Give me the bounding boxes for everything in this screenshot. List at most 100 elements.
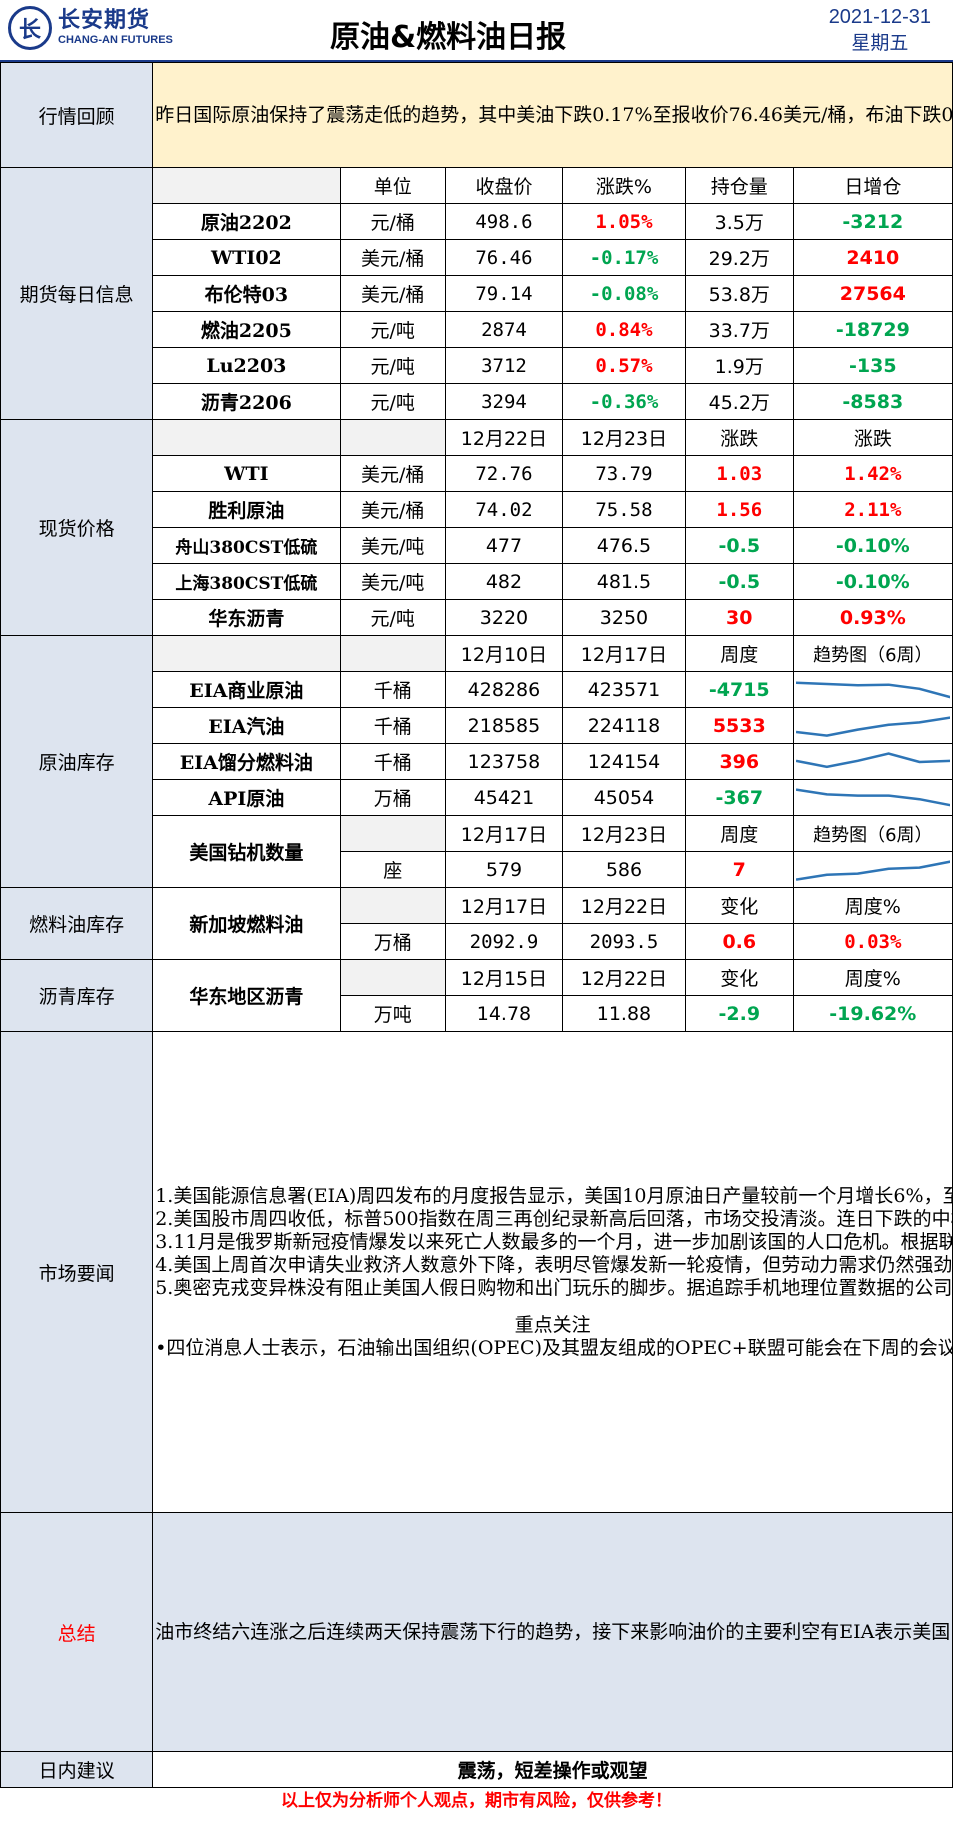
futures-row: Lu2203 元/吨 3712 0.57% 1.9万 -135 [1, 347, 953, 384]
report-table: 行情回顾 昨日国际原油保持了震荡走低的趋势，其中美油下跌0.17%至报收价76.… [0, 62, 953, 1788]
inventory-header-trend: 趋势图（6周） [792, 635, 953, 672]
spot-header-blank [152, 419, 341, 456]
asphalt-row: 万吨 14.78 11.88 -2.9 -19.62% [1, 995, 953, 1032]
futures-header-row: 期货每日信息 单位 收盘价 涨跌% 持仓量 日增仓 [0, 167, 953, 420]
trend-line [795, 859, 950, 881]
inventory-row: EIA馏分燃料油 千桶 123758 124154 396 [1, 743, 953, 780]
market-review-text: 昨日国际原油保持了震荡走低的趋势，其中美油下跌0.17%至报收价76.46美元/… [152, 62, 953, 168]
futures-unit: 元/吨 [339, 311, 446, 348]
news-item: 4.美国上周首次申请失业救济人数意外下降，表明尽管爆发新一轮疫情，但劳动力需求仍… [155, 1253, 953, 1276]
spot-header-blank [339, 419, 446, 456]
asphalt-name: 华东地区沥青 [152, 959, 341, 1032]
rig-count-name: 美国钻机数量 [152, 815, 341, 888]
futures-unit: 元/吨 [339, 347, 446, 384]
futures-delta: -18729 [792, 311, 953, 348]
trend-sparkline [795, 787, 950, 806]
rig-header-date2: 12月23日 [561, 815, 686, 852]
spot-unit: 美元/吨 [339, 563, 446, 600]
futures-delta: 27564 [792, 275, 953, 312]
inventory-trend-cell [792, 671, 953, 708]
futures-row: 燃油2205 元/吨 2874 0.84% 33.7万 -18729 [1, 311, 953, 348]
report-date: 2021-12-31 [828, 6, 931, 28]
futures-name: 沥青2206 [152, 383, 341, 420]
spot-price-2: 476.5 [561, 527, 686, 564]
futures-section-label: 期货每日信息 [0, 167, 154, 420]
spot-unit: 元/吨 [339, 599, 446, 636]
inventory-header-blank [152, 635, 341, 672]
inventory-value-1: 123758 [444, 743, 563, 780]
rig-change: 7 [684, 851, 794, 888]
fuel-section-label: 燃料油库存 [0, 887, 154, 960]
futures-name: WTI02 [152, 239, 341, 276]
spot-unit: 美元/桶 [339, 455, 446, 492]
inventory-change: 5533 [684, 707, 794, 744]
asphalt-header-row: 沥青库存 华东地区沥青 12月15日 12月22日 变化 周度% [0, 959, 953, 1032]
futures-row: 原油2202 元/桶 498.6 1.05% 3.5万 -3212 [1, 203, 953, 240]
inventory-header-change: 周度 [684, 635, 794, 672]
report-header: 长 长安期货 CHANG-AN FUTURES 原油&燃料油日报 2021-12… [0, 0, 953, 62]
fuel-header-date1: 12月17日 [444, 887, 563, 924]
futures-change: -0.17% [561, 239, 686, 276]
inventory-trend-cell [792, 707, 953, 744]
futures-oi: 1.9万 [684, 347, 794, 384]
inventory-unit: 万桶 [339, 779, 446, 816]
logo-emblem-icon: 长 [8, 6, 52, 50]
inventory-header-date1: 12月10日 [444, 635, 563, 672]
futures-unit: 美元/桶 [339, 239, 446, 276]
trend-line [795, 751, 950, 768]
spot-change: 30 [684, 599, 794, 636]
inventory-value-1: 45421 [444, 779, 563, 816]
spot-pct: -0.10% [792, 563, 953, 600]
inventory-header-row: 原油库存 12月10日 12月17日 周度 趋势图（6周） [0, 635, 953, 888]
rig-trend-cell [792, 851, 953, 888]
fuel-header-row: 燃料油库存 新加坡燃料油 12月17日 12月22日 变化 周度% [0, 887, 953, 960]
spot-price-2: 75.58 [561, 491, 686, 528]
trend-sparkline [795, 715, 950, 737]
futures-change: -0.08% [561, 275, 686, 312]
asphalt-unit: 万吨 [339, 995, 446, 1032]
spot-unit: 美元/桶 [339, 491, 446, 528]
inventory-name: EIA商业原油 [152, 671, 341, 708]
fuel-header-pct: 周度% [792, 887, 953, 924]
futures-close: 2874 [444, 311, 563, 348]
spot-name: WTI [152, 455, 341, 492]
trend-sparkline [795, 681, 950, 698]
futures-header-unit: 单位 [339, 167, 446, 204]
spot-pct: 2.11% [792, 491, 953, 528]
inventory-unit: 千桶 [339, 671, 446, 708]
inventory-value-1: 218585 [444, 707, 563, 744]
inventory-value-2: 423571 [561, 671, 686, 708]
inventory-name: EIA汽油 [152, 707, 341, 744]
futures-header-blank [152, 167, 341, 204]
news-item: 5.奥密克戎变异株没有阻止美国人假日购物和出门玩乐的脚步。据追踪手机地理位置数据… [155, 1276, 953, 1299]
futures-close: 79.14 [444, 275, 563, 312]
news-item: 3.11月是俄罗斯新冠疫情爆发以来死亡人数最多的一个月，进一步加剧该国的人口危机… [155, 1230, 951, 1253]
futures-close: 498.6 [444, 203, 563, 240]
spot-price-1: 482 [444, 563, 563, 600]
fuel-header-date2: 12月22日 [561, 887, 686, 924]
inventory-row: EIA汽油 千桶 218585 224118 5533 [1, 707, 953, 744]
futures-change: 1.05% [561, 203, 686, 240]
spot-price-2: 3250 [561, 599, 686, 636]
company-logo: 长 长安期货 CHANG-AN FUTURES [8, 6, 173, 50]
futures-oi: 33.7万 [684, 311, 794, 348]
futures-row: 沥青2206 元/吨 3294 -0.36% 45.2万 -8583 [1, 383, 953, 420]
trend-line [795, 787, 950, 806]
futures-name: Lu2203 [152, 347, 341, 384]
futures-close: 3294 [444, 383, 563, 420]
futures-close: 3712 [444, 347, 563, 384]
disclaimer: 以上仅为分析师个人观点，期市有风险，仅供参考！ [281, 1791, 672, 1811]
inventory-value-2: 124154 [561, 743, 686, 780]
spot-pct: 0.93% [792, 599, 953, 636]
spot-change: -0.5 [684, 563, 794, 600]
spot-price-1: 74.02 [444, 491, 563, 528]
spot-row: 胜利原油 美元/桶 74.02 75.58 1.56 2.11% [1, 491, 953, 528]
spot-row: 舟山380CST低硫 美元/吨 477 476.5 -0.5 -0.10% [1, 527, 953, 564]
news-item: 2.美国股市周四收低，标普500指数在周三再创纪录新高后回落，市场交投清淡。连日… [155, 1207, 951, 1230]
asphalt-change: -2.9 [684, 995, 794, 1032]
spot-price-2: 481.5 [561, 563, 686, 600]
spot-pct: 1.42% [792, 455, 953, 492]
inventory-trend-cell [792, 743, 953, 780]
inventory-value-2: 224118 [561, 707, 686, 744]
